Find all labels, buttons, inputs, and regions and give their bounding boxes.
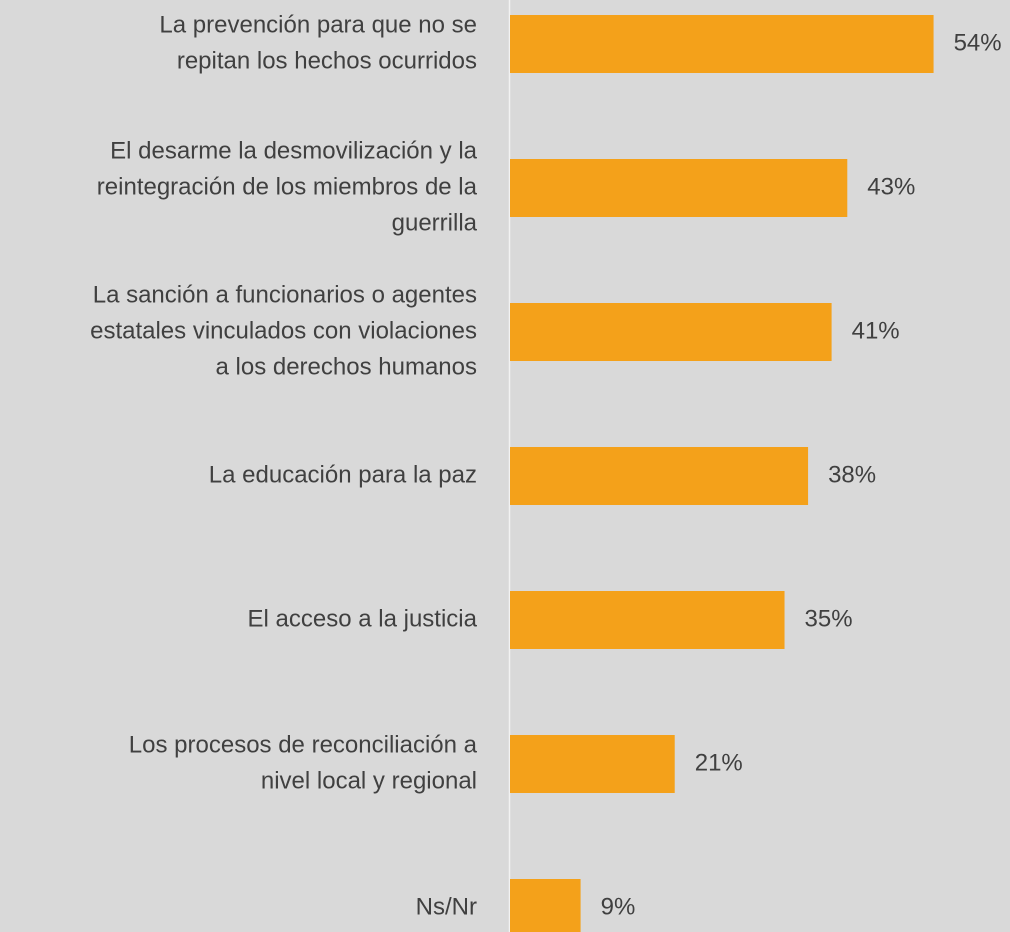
category-label: estatales vinculados con violaciones bbox=[90, 317, 477, 344]
category-label: Los procesos de reconciliación a bbox=[129, 731, 478, 758]
category-label: El desarme la desmovilización y la bbox=[110, 137, 477, 164]
value-label: 35% bbox=[805, 605, 853, 632]
category-label: La sanción a funcionarios o agentes bbox=[93, 281, 477, 308]
bar bbox=[510, 303, 832, 361]
bar bbox=[510, 591, 785, 649]
category-label: El acceso a la justicia bbox=[248, 605, 478, 632]
bar bbox=[510, 735, 675, 793]
bar bbox=[510, 159, 848, 217]
category-label: guerrilla bbox=[392, 209, 478, 236]
bar bbox=[510, 15, 934, 73]
category-label: nivel local y regional bbox=[261, 767, 477, 794]
category-label: La prevención para que no se bbox=[159, 11, 477, 38]
category-label: repitan los hechos ocurridos bbox=[177, 47, 477, 74]
bar bbox=[510, 447, 809, 505]
category-label: reintegración de los miembros de la bbox=[97, 173, 478, 200]
value-label: 43% bbox=[867, 173, 915, 200]
category-label: La educación para la paz bbox=[209, 461, 477, 488]
category-label: Ns/Nr bbox=[416, 893, 477, 920]
bar bbox=[510, 879, 581, 932]
value-label: 54% bbox=[954, 29, 1002, 56]
category-label: a los derechos humanos bbox=[216, 353, 478, 380]
value-label: 21% bbox=[695, 749, 743, 776]
value-label: 38% bbox=[828, 461, 876, 488]
value-label: 41% bbox=[852, 317, 900, 344]
value-label: 9% bbox=[601, 893, 636, 920]
